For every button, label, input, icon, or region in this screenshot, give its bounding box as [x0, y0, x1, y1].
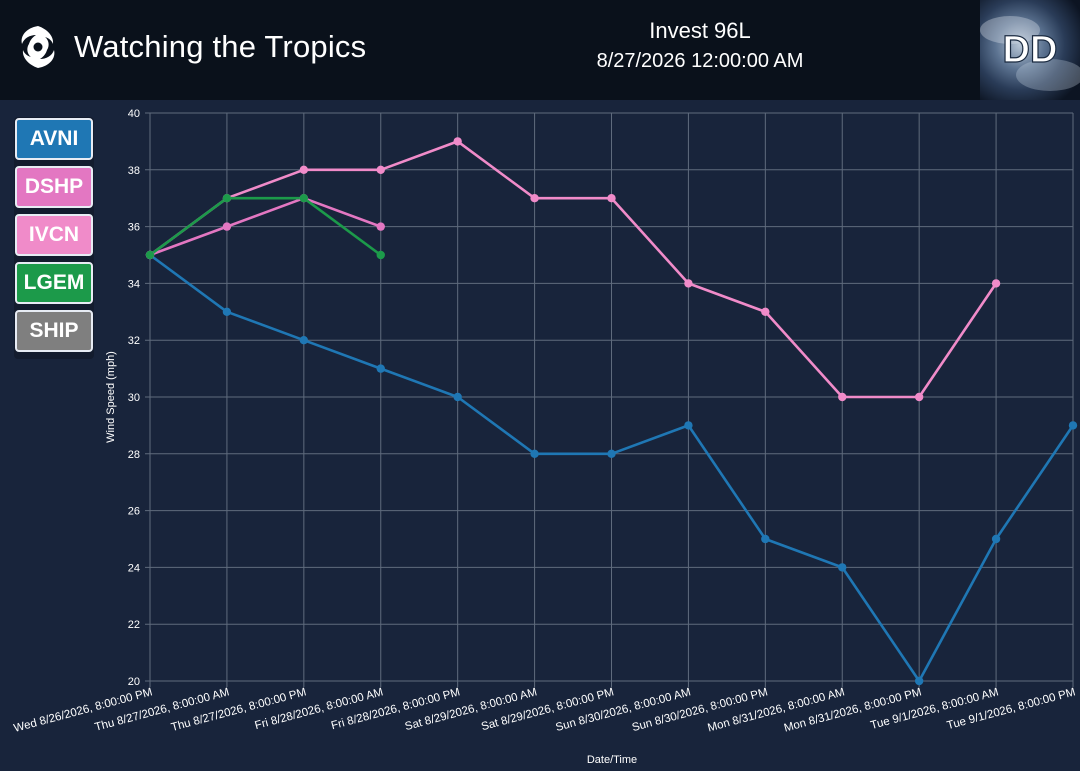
legend-button-avni[interactable]: AVNI [15, 118, 93, 160]
x-tick-label: Fri 8/28/2026, 8:00:00 AM [254, 686, 385, 732]
y-tick-label: 20 [128, 676, 140, 688]
y-tick-label: 22 [128, 619, 140, 631]
x-tick-label: Mon 8/31/2026, 8:00:00 AM [706, 686, 846, 734]
legend-button-dshp[interactable]: DSHP [15, 166, 93, 208]
series-points [145, 137, 1078, 686]
x-tick-label: Thu 8/27/2026, 8:00:00 PM [170, 686, 308, 734]
legend-button-ship[interactable]: SHIP [15, 310, 93, 352]
data-point-avni[interactable] [991, 534, 1001, 544]
data-point-dshp[interactable] [376, 222, 385, 231]
data-point-ivcn[interactable] [684, 279, 693, 288]
y-axis-title: Wind Speed (mph) [105, 351, 117, 443]
model-legend: AVNI DSHP IVCN LGEM SHIP [14, 117, 94, 359]
storm-name: Invest 96L [649, 18, 751, 43]
series-line-lgem [149, 196, 382, 257]
data-point-dshp[interactable] [222, 222, 232, 231]
series-line-ivcn [149, 140, 998, 399]
data-point-avni[interactable] [453, 392, 462, 402]
data-point-ivcn[interactable] [761, 307, 770, 316]
x-tick-label: Sat 8/29/2026, 8:00:00 AM [404, 686, 539, 733]
data-point-avni[interactable] [222, 307, 232, 316]
x-axis-title: Date/Time [587, 754, 637, 766]
y-tick-label: 40 [128, 108, 140, 120]
x-tick-label: Wed 8/26/2026, 8:00:00 PM [13, 686, 154, 735]
y-tick-label: 24 [128, 562, 140, 574]
data-point-ivcn[interactable] [914, 392, 924, 402]
x-tick-label: Tue 9/1/2026, 8:00:00 PM [946, 686, 1077, 732]
data-point-avni[interactable] [607, 449, 616, 458]
x-tick-label: Fri 8/28/2026, 8:00:00 PM [330, 686, 462, 732]
legend-button-ivcn[interactable]: IVCN [15, 214, 93, 256]
data-point-avni[interactable] [530, 449, 539, 458]
x-tick-label: Sun 8/30/2026, 8:00:00 PM [631, 686, 769, 734]
data-point-lgem[interactable] [299, 194, 309, 203]
x-tick-label: Mon 8/31/2026, 8:00:00 PM [783, 686, 923, 734]
data-point-ivcn[interactable] [530, 194, 539, 203]
y-tick-label: 38 [128, 165, 140, 177]
data-point-ivcn[interactable] [453, 137, 462, 146]
x-tick-label: Thu 8/27/2026, 8:00:00 AM [94, 686, 231, 734]
dd-logo-icon[interactable]: DD [980, 0, 1080, 100]
data-point-avni[interactable] [761, 534, 770, 544]
y-tick-label: 36 [128, 222, 140, 234]
forecast-timestamp: 8/27/2026 12:00:00 AM [596, 50, 804, 72]
y-axis-ticks: 20 22 24 26 28 30 32 34 36 38 40 [128, 108, 140, 688]
data-point-lgem[interactable] [376, 250, 385, 260]
data-point-avni[interactable] [376, 364, 385, 373]
y-tick-label: 30 [128, 392, 140, 404]
logo-text: DD [1003, 29, 1058, 71]
data-point-ivcn[interactable] [376, 165, 385, 174]
legend-button-lgem[interactable]: LGEM [15, 262, 93, 304]
data-point-lgem[interactable] [222, 194, 232, 203]
data-point-avni[interactable] [299, 336, 309, 345]
data-point-ivcn[interactable] [991, 279, 1001, 288]
y-tick-label: 28 [128, 449, 140, 461]
data-point-avni[interactable] [914, 676, 924, 686]
data-point-ivcn[interactable] [299, 165, 309, 174]
data-point-lgem[interactable] [145, 250, 155, 260]
y-tick-label: 26 [128, 506, 140, 518]
data-point-ivcn[interactable] [838, 392, 847, 402]
header-bar: Watching the Tropics Invest 96L 8/27/202… [0, 0, 1080, 100]
data-point-avni[interactable] [684, 421, 693, 430]
x-tick-label: Sat 8/29/2026, 8:00:00 PM [480, 686, 615, 733]
hurricane-icon [21, 26, 55, 68]
app-title: Watching the Tropics [74, 29, 367, 64]
data-point-avni[interactable] [1068, 421, 1078, 430]
logo-graphic: DD [980, 16, 1080, 91]
y-tick-label: 34 [128, 278, 140, 290]
x-tick-label: Tue 9/1/2026, 8:00:00 AM [869, 686, 1000, 732]
data-point-ivcn[interactable] [607, 194, 616, 203]
data-point-avni[interactable] [838, 563, 847, 572]
series-line-dshp [149, 196, 382, 257]
y-tick-label: 32 [128, 335, 140, 347]
x-tick-label: Sun 8/30/2026, 8:00:00 AM [554, 686, 692, 734]
brand[interactable]: Watching the Tropics [16, 22, 366, 72]
